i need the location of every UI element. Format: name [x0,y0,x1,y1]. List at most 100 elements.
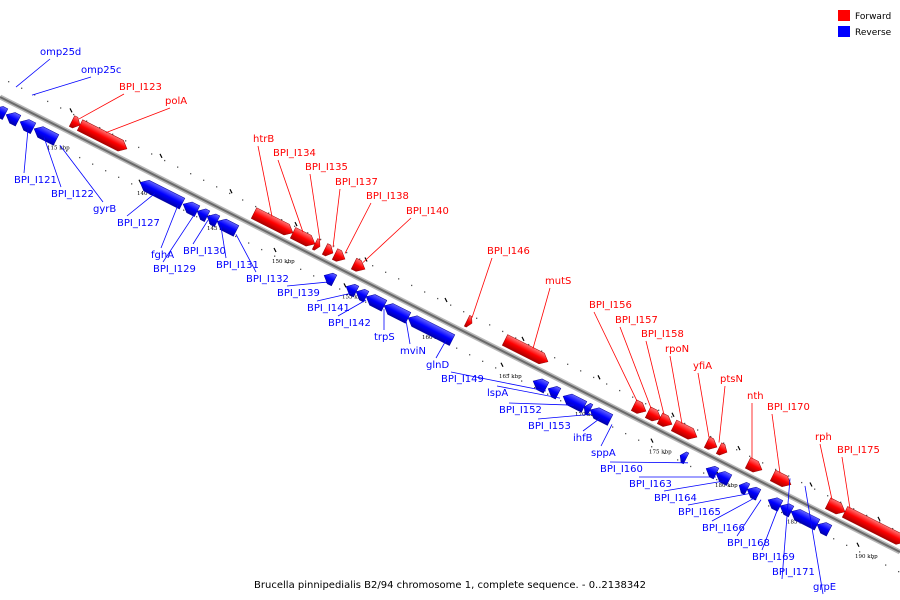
gene-arrow-bpi-i138[interactable] [331,248,347,265]
gene-label-mvin[interactable]: mviN [400,346,426,357]
gene-label-bpi-i152[interactable]: BPI_I152 [499,405,542,416]
gene-arrow-bpi-i164[interactable] [736,480,751,495]
gene-label-bpi-i129[interactable]: BPI_I129 [153,264,196,275]
gene-label-gyrb[interactable]: gyrB [93,204,116,215]
gene-arrow-sppa[interactable] [677,450,690,465]
gene-arrow-grpe-body[interactable] [814,519,833,537]
gene-label-glnd[interactable]: glnD [426,360,449,371]
gene-label-trps[interactable]: trpS [374,332,395,343]
gene-label-bpi-i165[interactable]: BPI_I165 [678,507,721,518]
gene-arrow-pola[interactable] [76,119,129,154]
gene-arrow-bpi-i169[interactable] [788,506,821,531]
gene-label-bpi-i146[interactable]: BPI_I146 [487,246,530,257]
gene-label-omp25d[interactable]: omp25d [40,47,81,58]
gene-arrow-bpi-i152[interactable] [560,391,588,413]
gene-arrow-htrb[interactable] [250,207,295,238]
gene-label-bpi-i153[interactable]: BPI_I153 [528,421,571,432]
gene-label-sppa[interactable]: sppA [591,448,616,459]
gene-label-bpi-i137[interactable]: BPI_I137 [335,177,378,188]
gene-label-bpi-i168[interactable]: BPI_I168 [727,538,770,549]
gene-label-bpi-i169[interactable]: BPI_I169 [752,552,795,563]
gene-label-bpi-i170[interactable]: BPI_I170 [767,402,810,413]
gene-arrow-glnd[interactable] [405,313,456,346]
gene-arrow-rpon[interactable] [670,419,699,442]
gene-arrow-gyrb[interactable] [17,116,37,135]
gene-label-pola[interactable]: polA [165,96,187,107]
gene-label-bpi-i166[interactable]: BPI_I166 [702,523,745,534]
gene-label-ptsn[interactable]: ptsN [720,374,743,385]
gene-label-bpi-i122[interactable]: BPI_I122 [51,189,94,200]
gene-label-bpi-i127[interactable]: BPI_I127 [117,218,160,229]
gene-arrow-bpi-i170[interactable] [769,469,793,490]
gene-arrow-nth[interactable] [744,457,764,475]
gene-arrow-bpi-i146[interactable] [463,315,474,328]
gene-arrow-bpi-i140[interactable] [350,257,367,274]
gene-label-bpi-i149[interactable]: BPI_I149 [441,374,484,385]
gene-arrow-bpi-i130[interactable] [194,206,211,222]
gene-label-omp25c[interactable]: omp25c [81,65,121,76]
gene-label-ihfb[interactable]: ihfB [573,433,593,444]
gene-arrow-bpi-i168[interactable] [777,501,795,518]
gene-arrow-bpi-i175[interactable] [841,506,900,547]
gene-arrow-muts[interactable] [501,334,550,367]
gene-arrow-yfia[interactable] [703,436,719,453]
gene-arrow-ihfb[interactable] [587,405,614,426]
gene-label-bpi-i130[interactable]: BPI_I130 [183,246,226,257]
gene-label-yfia[interactable]: yfiA [693,361,712,372]
gene-label-fgha[interactable]: fghA [151,250,174,261]
gene-arrow-bpi-i121[interactable] [0,103,9,120]
gene-arrow-trps[interactable] [363,291,388,312]
gene-body [644,406,662,422]
gene-label-rpon[interactable]: rpoN [665,344,689,355]
gene-arrow-bpi-i131[interactable] [204,211,221,228]
gene-label-bpi-i138[interactable]: BPI_I138 [366,191,409,202]
gene-label-bpi-i139[interactable]: BPI_I139 [277,288,320,299]
gene-label-rph[interactable]: rph [815,432,832,443]
gene-arrow-bpi-i123[interactable] [68,115,82,131]
gene-label-bpi-i158[interactable]: BPI_I158 [641,329,684,340]
gene-label-bpi-i123[interactable]: BPI_I123 [119,82,162,93]
gene-label-nth[interactable]: nth [747,391,764,402]
gene-arrow-bpi-i135[interactable] [311,238,322,252]
map-caption: Brucella pinnipedialis B2/94 chromosome … [254,580,646,591]
gene-arrow-bpi-i132[interactable] [214,216,240,237]
gene-label-htrb[interactable]: htrB [253,134,274,145]
gene-label-bpi-i140[interactable]: BPI_I140 [406,206,449,217]
gene-label-bpi-i163[interactable]: BPI_I163 [629,479,672,490]
gene-label-bpi-i134[interactable]: BPI_I134 [273,148,316,159]
gene-arrow-bpi-i156[interactable] [630,399,648,417]
leader-line-bpi-i156 [593,311,638,402]
gene-label-bpi-i141[interactable]: BPI_I141 [307,303,350,314]
gene-label-bpi-i175[interactable]: BPI_I175 [837,445,880,456]
gene-label-muts[interactable]: mutS [545,276,571,287]
gene-label-bpi-i132[interactable]: BPI_I132 [246,274,289,285]
gene-arrow-bpi-i137[interactable] [321,243,335,259]
gene-arrow-bpi-i129[interactable] [180,199,201,217]
gene-arrow-bpi-i157[interactable] [644,406,663,424]
gene-arrow-bpi-i122[interactable] [3,109,22,127]
gene-label-bpi-i164[interactable]: BPI_I164 [654,493,697,504]
gene-arrow-ptsn[interactable] [715,442,729,458]
gene-label-bpi-i121[interactable]: BPI_I121 [14,175,57,186]
gene-label-bpi-i156[interactable]: BPI_I156 [589,300,632,311]
gene-arrow-bpi-i158[interactable] [656,412,674,430]
gene-arrow-mvin[interactable] [381,300,412,324]
gene-body [355,289,370,303]
gene-label-bpi-i157[interactable]: BPI_I157 [615,315,658,326]
gene-arrow-fgha[interactable] [137,177,186,210]
gene-label-bpi-i142[interactable]: BPI_I142 [328,318,371,329]
gene-arrow-bpi-i149[interactable] [530,376,550,394]
gene-arrow-rph[interactable] [824,497,847,517]
gene-arrow-bpi-i134[interactable] [289,227,317,249]
gene-arrow-bpi-i160[interactable] [703,463,720,480]
gene-label-lspa[interactable]: lspA [487,388,508,399]
gene-arrow-bpi-i166[interactable] [765,495,784,512]
gene-arrow-bpi-i139[interactable] [321,270,338,287]
gene-label-bpi-i131[interactable]: BPI_I131 [216,260,259,271]
gene-label-bpi-i171[interactable]: BPI_I171 [772,567,815,578]
gene-label-grpe[interactable]: grpE [813,582,836,593]
gene-arrow-bpi-i142[interactable] [353,286,370,303]
gene-arrow-lspa[interactable] [545,383,562,400]
gene-label-bpi-i135[interactable]: BPI_I135 [305,162,348,173]
gene-label-bpi-i160[interactable]: BPI_I160 [600,464,643,475]
